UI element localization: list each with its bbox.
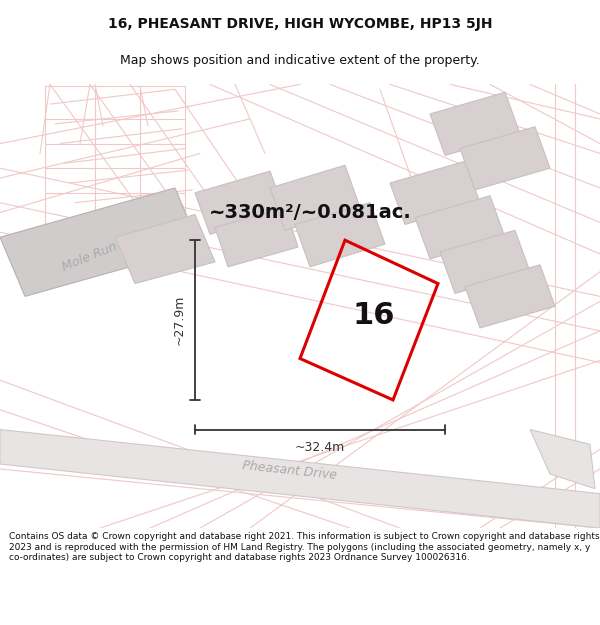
Polygon shape	[440, 231, 530, 293]
Polygon shape	[415, 196, 505, 259]
Text: ~32.4m: ~32.4m	[295, 441, 345, 454]
Text: 16, PHEASANT DRIVE, HIGH WYCOMBE, HP13 5JH: 16, PHEASANT DRIVE, HIGH WYCOMBE, HP13 5…	[108, 17, 492, 31]
Text: Map shows position and indicative extent of the property.: Map shows position and indicative extent…	[120, 54, 480, 68]
Polygon shape	[0, 188, 200, 296]
Polygon shape	[430, 92, 520, 156]
Polygon shape	[270, 165, 360, 231]
Polygon shape	[390, 161, 480, 224]
Text: 16: 16	[353, 301, 395, 330]
Text: Mole Run: Mole Run	[61, 240, 119, 274]
Polygon shape	[195, 171, 285, 234]
Polygon shape	[0, 429, 600, 528]
Polygon shape	[115, 214, 215, 284]
Text: Pheasant Drive: Pheasant Drive	[242, 459, 338, 482]
Text: ~27.9m: ~27.9m	[173, 295, 185, 345]
Polygon shape	[530, 429, 595, 489]
Polygon shape	[295, 202, 385, 267]
Polygon shape	[465, 265, 555, 328]
Polygon shape	[460, 127, 550, 190]
Text: Contains OS data © Crown copyright and database right 2021. This information is : Contains OS data © Crown copyright and d…	[9, 532, 599, 562]
Text: ~330m²/~0.081ac.: ~330m²/~0.081ac.	[209, 203, 412, 222]
Polygon shape	[215, 208, 298, 267]
